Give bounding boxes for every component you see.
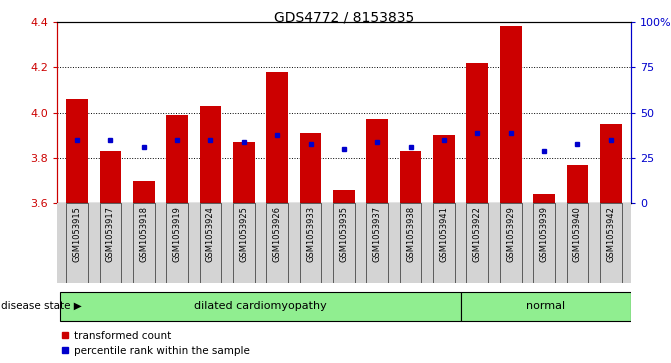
Bar <box>166 115 188 203</box>
Text: GSM1053918: GSM1053918 <box>140 206 148 262</box>
Text: GSM1053937: GSM1053937 <box>373 206 382 262</box>
Text: GSM1053924: GSM1053924 <box>206 206 215 262</box>
Bar <box>533 203 555 283</box>
Text: GSM1053935: GSM1053935 <box>340 206 348 262</box>
Text: GSM1053942: GSM1053942 <box>606 206 615 262</box>
Bar <box>233 142 255 203</box>
Bar <box>366 203 388 283</box>
Bar <box>266 72 288 203</box>
Text: dilated cardiomyopathy: dilated cardiomyopathy <box>194 301 327 311</box>
Bar <box>233 203 255 283</box>
Text: normal: normal <box>526 301 565 311</box>
Bar <box>300 133 321 203</box>
Bar <box>333 203 355 283</box>
Text: GSM1053939: GSM1053939 <box>539 206 548 262</box>
Bar <box>200 203 221 283</box>
Text: GSM1053940: GSM1053940 <box>573 206 582 262</box>
Bar <box>99 151 121 203</box>
Text: GSM1053929: GSM1053929 <box>506 206 515 262</box>
Bar <box>366 119 388 203</box>
Bar <box>300 203 321 283</box>
Bar <box>200 106 221 203</box>
Bar <box>266 203 288 283</box>
Bar <box>600 124 621 203</box>
Text: GSM1053925: GSM1053925 <box>240 206 248 262</box>
Bar <box>133 180 154 203</box>
Bar <box>99 203 121 283</box>
Bar <box>500 26 521 203</box>
Text: GSM1053926: GSM1053926 <box>272 206 282 262</box>
Bar <box>66 99 88 203</box>
Text: GSM1053922: GSM1053922 <box>473 206 482 262</box>
Bar <box>600 203 621 283</box>
Bar <box>166 203 188 283</box>
Bar <box>400 151 421 203</box>
Bar <box>466 203 488 283</box>
Bar <box>433 135 455 203</box>
Text: disease state ▶: disease state ▶ <box>1 301 81 311</box>
Text: GSM1053938: GSM1053938 <box>406 206 415 262</box>
Bar <box>460 292 631 322</box>
Text: GSM1053941: GSM1053941 <box>440 206 448 262</box>
Bar <box>533 194 555 203</box>
Bar <box>566 203 588 283</box>
Bar <box>500 203 521 283</box>
Text: GSM1053915: GSM1053915 <box>72 206 82 262</box>
Text: GSM1053919: GSM1053919 <box>172 206 182 262</box>
Text: GDS4772 / 8153835: GDS4772 / 8153835 <box>274 11 414 25</box>
Text: GSM1053933: GSM1053933 <box>306 206 315 262</box>
Bar <box>400 203 421 283</box>
Legend: transformed count, percentile rank within the sample: transformed count, percentile rank withi… <box>57 327 254 360</box>
Bar <box>133 203 154 283</box>
Bar <box>66 203 88 283</box>
Bar <box>333 189 355 203</box>
Bar <box>60 292 460 322</box>
Bar <box>466 62 488 203</box>
Text: GSM1053917: GSM1053917 <box>106 206 115 262</box>
Bar <box>433 203 455 283</box>
Bar <box>566 165 588 203</box>
